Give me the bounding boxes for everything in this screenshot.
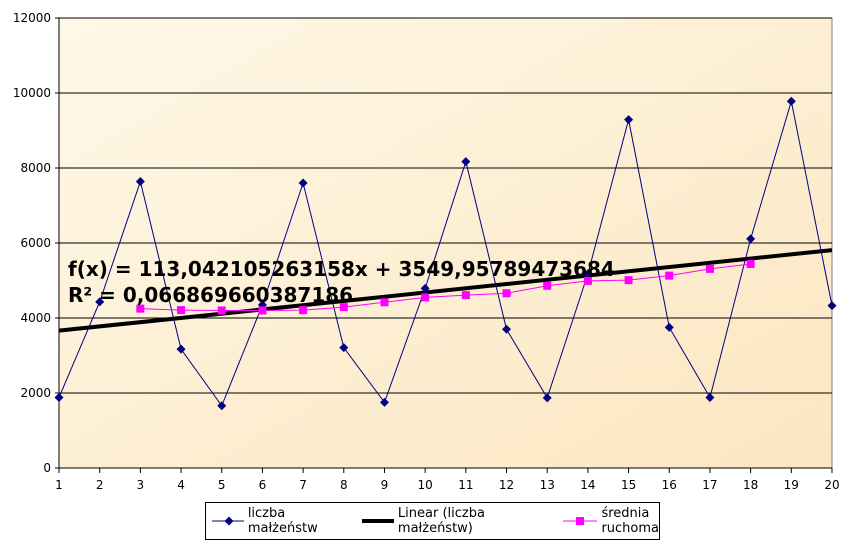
- legend-label-1: liczba małżeństw: [247, 506, 318, 536]
- y-tick-label: 0: [43, 461, 51, 475]
- y-tick-label: 4000: [20, 311, 51, 325]
- x-tick-label: 9: [381, 478, 389, 492]
- legend-swatch-diamond: [212, 516, 244, 526]
- data-point-square: [177, 306, 186, 315]
- data-point-square: [624, 276, 633, 285]
- legend-label-3-line2: ruchoma: [601, 521, 659, 536]
- data-point-diamond: [217, 401, 227, 411]
- legend-item-linear: Linear (liczba małżeństw): [362, 506, 553, 536]
- x-tick-label: 8: [340, 478, 348, 492]
- x-tick-label: 4: [177, 478, 185, 492]
- data-point-square: [502, 289, 511, 298]
- data-point-diamond: [298, 178, 308, 188]
- x-tick-label: 5: [218, 478, 226, 492]
- x-tick-label: 6: [259, 478, 267, 492]
- data-point-square: [258, 306, 267, 315]
- data-point-square: [421, 293, 430, 302]
- x-tick-label: 3: [137, 478, 145, 492]
- data-point-diamond: [339, 343, 349, 353]
- x-tick-label: 7: [299, 478, 307, 492]
- x-tick-label: 1: [55, 478, 63, 492]
- data-point-square: [136, 304, 145, 313]
- x-tick-label: 11: [458, 478, 473, 492]
- data-point-square: [543, 281, 552, 290]
- x-tick-label: 14: [580, 478, 595, 492]
- series-srednia-ruchoma: [136, 260, 755, 315]
- x-tick-label: 2: [96, 478, 104, 492]
- data-point-diamond: [705, 393, 715, 402]
- y-tick-label: 6000: [20, 236, 51, 250]
- legend-label-3-line1: średnia: [601, 506, 650, 521]
- equation-text: f(x) = 113,042105263158x + 3549,95789473…: [68, 257, 615, 281]
- data-point-diamond: [542, 393, 552, 403]
- x-tick-label: 17: [702, 478, 717, 492]
- data-point-diamond: [420, 283, 430, 293]
- series-line-srednia-ruchoma: [140, 263, 751, 311]
- data-point-square: [705, 264, 714, 273]
- data-point-diamond: [502, 324, 512, 334]
- data-point-diamond: [54, 393, 64, 402]
- data-point-diamond: [135, 177, 145, 186]
- x-tick-label: 19: [784, 478, 799, 492]
- data-point-diamond: [95, 297, 105, 307]
- data-point-square: [665, 271, 674, 280]
- x-tick-label: 12: [499, 478, 514, 492]
- data-point-diamond: [461, 157, 471, 167]
- legend-item-srednia-ruchoma: średnia ruchoma: [563, 506, 659, 536]
- x-tick-label: 10: [418, 478, 433, 492]
- data-point-diamond: [664, 322, 674, 332]
- data-point-square: [339, 303, 348, 312]
- data-point-diamond: [746, 234, 756, 244]
- data-point-square: [461, 291, 470, 300]
- x-tick-label: 13: [540, 478, 555, 492]
- data-point-diamond: [176, 344, 186, 354]
- data-point-diamond: [379, 397, 389, 407]
- data-point-diamond: [624, 115, 634, 125]
- data-point-square: [299, 306, 308, 315]
- r-squared-text: R² = 0,0668696603871​86: [68, 283, 354, 307]
- legend-swatch-square: [563, 517, 598, 525]
- x-tick-label: 16: [662, 478, 677, 492]
- x-tick-label: 20: [824, 478, 839, 492]
- legend: liczba małżeństw Linear (liczba małżeńst…: [205, 502, 660, 540]
- legend-label-2: Linear (liczba małżeństw): [397, 506, 485, 536]
- x-tick-label: 18: [743, 478, 758, 492]
- y-tick-label: 10000: [13, 86, 51, 100]
- data-point-diamond: [786, 96, 796, 106]
- y-tick-label: 2000: [20, 386, 51, 400]
- data-point-square: [583, 276, 592, 285]
- data-point-square: [380, 298, 389, 307]
- legend-item-liczba-malzenstw: liczba małżeństw: [212, 506, 352, 536]
- series-liczba-malzenstw: [54, 96, 837, 411]
- data-point-square: [217, 306, 226, 315]
- data-point-diamond: [827, 301, 837, 311]
- data-point-diamond: [583, 269, 593, 279]
- trendline-line: [58, 248, 833, 333]
- trendline: [58, 248, 833, 333]
- trendline-equation: f(x) = 113,042105263158x + 3549,95789473…: [68, 256, 615, 308]
- y-tick-label: 12000: [13, 11, 51, 25]
- series-line-liczba-malzenstw: [58, 101, 833, 407]
- x-tick-label: 15: [621, 478, 636, 492]
- legend-swatch-trendline: [362, 519, 394, 523]
- legend-label-3: średnia ruchoma: [601, 506, 659, 536]
- data-point-square: [746, 260, 755, 268]
- y-tick-label: 8000: [20, 161, 51, 175]
